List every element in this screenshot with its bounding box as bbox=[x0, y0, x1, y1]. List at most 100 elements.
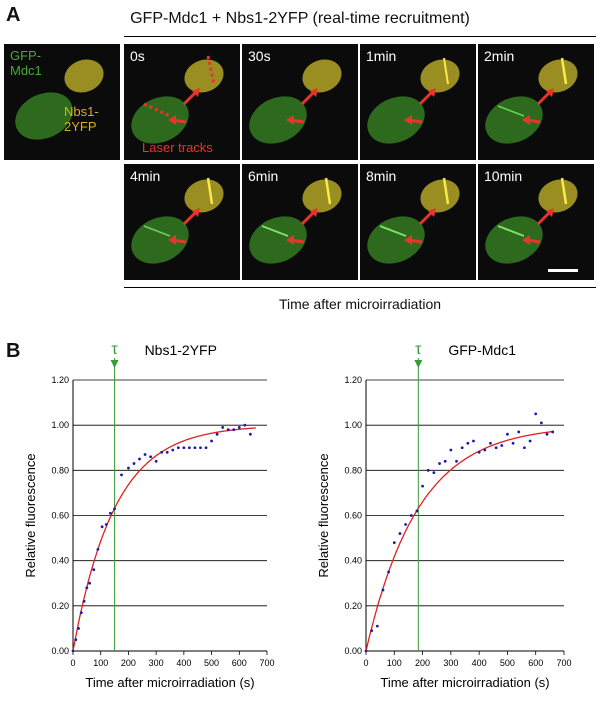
time-tile: 8min bbox=[360, 164, 476, 280]
data-point bbox=[466, 441, 470, 445]
x-tick-label: 700 bbox=[556, 658, 571, 668]
cell-image bbox=[485, 177, 578, 264]
data-point bbox=[127, 466, 130, 470]
mdc1-recruitment-chart: 0.00 0.20 0.40 0.60 0.80 1.00 1.20 0 100 200 300 40… bbox=[300, 336, 600, 702]
data-point bbox=[460, 446, 464, 450]
data-point bbox=[88, 581, 92, 585]
data-point bbox=[71, 649, 75, 653]
data-point bbox=[432, 471, 436, 474]
time-label: 2min bbox=[484, 48, 515, 64]
data-point bbox=[143, 453, 147, 456]
overlay-tile: GFP- Mdc1 Nbs1- 2YFP bbox=[4, 44, 120, 160]
data-point bbox=[79, 611, 83, 615]
x-tick-label: 0 bbox=[70, 658, 75, 668]
time-tile: 1min bbox=[360, 44, 476, 160]
data-point bbox=[528, 439, 532, 443]
gfp-mdc1-label: GFP- Mdc1 bbox=[10, 48, 42, 78]
data-point bbox=[82, 599, 86, 603]
cell-image bbox=[131, 177, 224, 264]
data-point bbox=[483, 448, 487, 452]
y-tick-label: 1.00 bbox=[51, 420, 69, 430]
data-point bbox=[421, 484, 424, 488]
data-point bbox=[404, 523, 407, 526]
data-point bbox=[132, 462, 136, 465]
panel-a-letter: A bbox=[6, 4, 21, 26]
data-point bbox=[74, 638, 78, 642]
data-point bbox=[551, 430, 555, 434]
data-point bbox=[96, 547, 100, 551]
cell-image bbox=[485, 57, 578, 144]
data-point bbox=[199, 446, 202, 450]
data-point bbox=[215, 432, 219, 436]
data-point bbox=[387, 570, 391, 574]
data-point bbox=[226, 428, 230, 432]
time-label: 1min bbox=[366, 48, 397, 64]
y-tick-label: 0.40 bbox=[51, 556, 69, 566]
time-tile: 4min bbox=[124, 164, 240, 280]
data-point bbox=[248, 432, 252, 436]
data-point bbox=[375, 624, 379, 628]
data-point bbox=[392, 541, 396, 544]
tau-arrow-icon bbox=[414, 360, 423, 368]
x-tick-label: 600 bbox=[528, 658, 543, 668]
x-tick-label: 100 bbox=[387, 658, 402, 668]
x-tick-label: 200 bbox=[121, 658, 136, 668]
data-point bbox=[455, 459, 458, 463]
data-point bbox=[472, 439, 475, 443]
data-point bbox=[204, 446, 208, 450]
x-tick-label: 500 bbox=[204, 658, 219, 668]
x-tick-label: 300 bbox=[149, 658, 164, 668]
x-axis-label: Time after microirradiation (s) bbox=[85, 675, 254, 690]
y-tick-label: 0.00 bbox=[51, 646, 69, 656]
data-point bbox=[523, 446, 526, 450]
y-tick-label: 1.00 bbox=[344, 420, 362, 430]
laser-tracks-label: Laser tracks bbox=[142, 140, 213, 155]
nbs1-chart-svg: 0.00 0.20 0.40 0.60 0.80 1.00 1.20 0 100 200 300 40… bbox=[23, 341, 275, 690]
data-point bbox=[443, 459, 447, 463]
data-point bbox=[154, 459, 158, 463]
fit-curve bbox=[365, 430, 553, 652]
nbs1-recruitment-chart: 0.00 0.20 0.40 0.60 0.80 1.00 1.20 0 100 200 300 40… bbox=[0, 336, 300, 702]
data-point bbox=[85, 586, 89, 590]
cell-image bbox=[367, 177, 460, 264]
data-point bbox=[398, 532, 402, 535]
data-point bbox=[494, 446, 498, 450]
time-tile: 10min bbox=[478, 164, 594, 280]
x-tick-label: 0 bbox=[363, 658, 368, 668]
scale-bar bbox=[548, 269, 578, 272]
data-point bbox=[221, 426, 225, 429]
time-tile: 0s Laser tracks bbox=[124, 44, 240, 160]
time-tile: 2min bbox=[478, 44, 594, 160]
data-point bbox=[426, 468, 430, 472]
data-point bbox=[237, 426, 241, 429]
x-tick-label: 600 bbox=[232, 658, 247, 668]
time-tile: 30s bbox=[242, 44, 358, 160]
time-label: 10min bbox=[484, 168, 523, 184]
data-point bbox=[477, 450, 481, 454]
y-axis-label: Relative fluorescence bbox=[316, 453, 331, 577]
panel-b-letter: B bbox=[6, 340, 21, 362]
x-tick-label: 300 bbox=[443, 658, 458, 668]
cell-image bbox=[367, 57, 460, 144]
y-tick-label: 0.80 bbox=[344, 465, 362, 475]
x-tick-label: 700 bbox=[259, 658, 274, 668]
data-point bbox=[232, 428, 236, 432]
data-point bbox=[100, 525, 104, 529]
x-tick-label: 500 bbox=[500, 658, 515, 668]
data-point bbox=[539, 421, 543, 425]
data-point bbox=[370, 629, 374, 633]
time-label: 6min bbox=[248, 168, 279, 184]
y-tick-label: 1.20 bbox=[51, 375, 69, 385]
data-point bbox=[92, 568, 96, 572]
time-label: 30s bbox=[248, 48, 271, 64]
panel-a-title: GFP-Mdc1 + Nbs1-2YFP (real-time recruitm… bbox=[130, 10, 470, 27]
y-tick-label: 0.60 bbox=[51, 511, 69, 521]
data-point bbox=[449, 448, 453, 452]
y-tick-label: 0.80 bbox=[51, 465, 69, 475]
data-point bbox=[210, 439, 213, 443]
data-point bbox=[104, 523, 108, 526]
x-tick-label: 400 bbox=[472, 658, 487, 668]
data-point bbox=[381, 588, 385, 592]
panel-a-top-rule bbox=[124, 36, 596, 37]
cell-image bbox=[15, 59, 104, 140]
